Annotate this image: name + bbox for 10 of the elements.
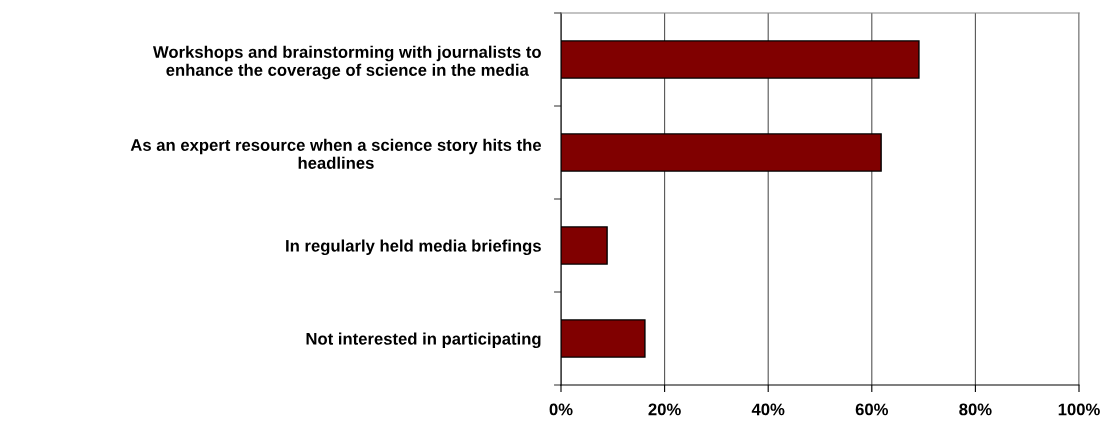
x-tick-label: 80% [959,403,992,416]
x-tick-label: 0% [549,403,573,416]
y-tick-label: Workshops and brainstorming with journalists to enhance the coverage of science in the media [152,45,541,80]
x-tick-label: 60% [855,403,889,416]
y-tick-label: As an expert resource when a science story hits the headlines [130,138,542,169]
y-tick-label: Not interested in participating [306,332,541,349]
x-tick-label: 20% [648,403,681,416]
y-tick-label: In regularly held media briefings [286,239,541,256]
x-tick-label: 40% [751,403,785,416]
x-tick-label: 100% [1058,403,1100,416]
